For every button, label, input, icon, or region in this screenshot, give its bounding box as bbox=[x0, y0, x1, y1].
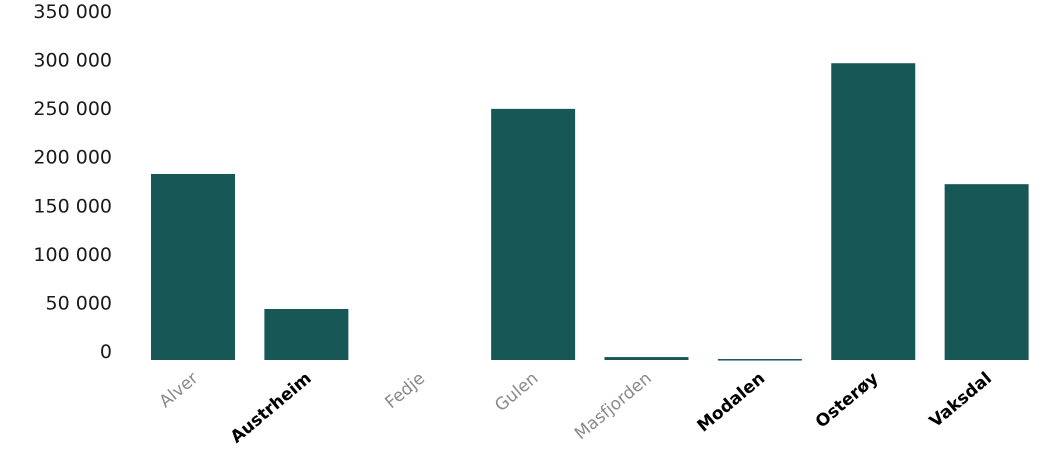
y-tick-label: 50 000 bbox=[46, 292, 112, 314]
y-tick-label: 300 000 bbox=[33, 50, 112, 72]
bar bbox=[604, 357, 689, 360]
y-tick-label: 250 000 bbox=[33, 98, 112, 120]
bar bbox=[944, 184, 1029, 360]
x-tick-label: Vaksdal bbox=[926, 369, 996, 432]
bar bbox=[151, 173, 235, 360]
y-tick-label: 200 000 bbox=[33, 147, 112, 169]
bar bbox=[491, 108, 576, 360]
x-tick-label: Alver bbox=[156, 369, 202, 413]
x-tick-label: Modalen bbox=[694, 369, 769, 437]
y-tick-label: 350 000 bbox=[33, 1, 112, 23]
bar bbox=[831, 63, 916, 360]
x-tick-label: Osterøy bbox=[812, 369, 883, 433]
y-tick-label: 150 000 bbox=[33, 195, 112, 217]
y-tick-label: 0 bbox=[100, 341, 112, 363]
x-tick-label: Austrheim bbox=[227, 369, 316, 448]
bar bbox=[717, 359, 802, 361]
bars bbox=[151, 63, 1029, 361]
y-axis: 0 50 000 100 000 150 000 200 000 250 000 300 0… bbox=[33, 1, 112, 363]
x-axis: Alver Austrheim Fedje Gulen Masfjorden Modale… bbox=[156, 369, 996, 448]
x-tick-label: Fedje bbox=[381, 369, 429, 413]
y-tick-label: 100 000 bbox=[33, 244, 112, 266]
x-tick-label: Gulen bbox=[491, 369, 542, 416]
x-tick-label: Masfjorden bbox=[571, 369, 656, 445]
bar bbox=[264, 309, 349, 360]
